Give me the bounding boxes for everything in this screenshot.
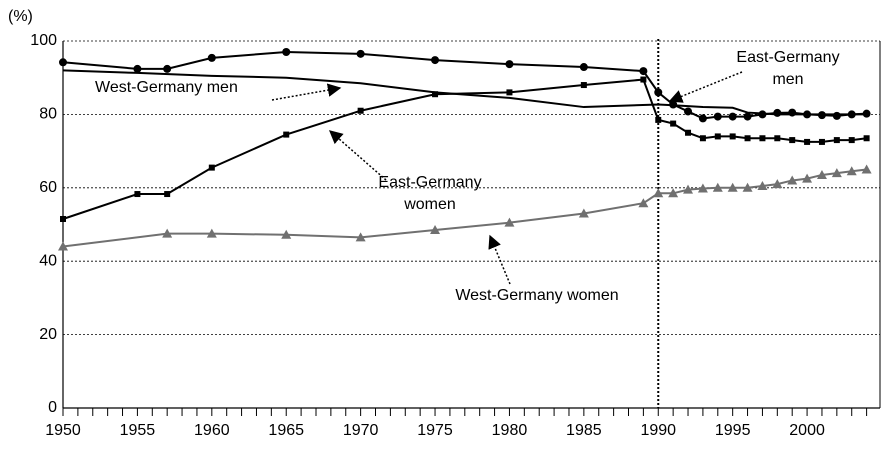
point: [714, 133, 721, 140]
annotation-arrow: [488, 234, 511, 285]
point: [833, 137, 840, 144]
point: [846, 166, 857, 176]
point: [281, 229, 292, 239]
point: [282, 48, 291, 57]
point: [757, 180, 768, 190]
x-tick-label: 2000: [789, 422, 825, 439]
point: [727, 182, 738, 192]
point: [713, 112, 722, 121]
point: [699, 135, 706, 142]
point: [804, 138, 811, 145]
x-tick-label: 1965: [268, 422, 304, 439]
point: [670, 120, 677, 127]
annotation: men: [772, 71, 803, 88]
point: [697, 183, 708, 193]
point: [206, 228, 217, 238]
point: [684, 107, 693, 116]
point: [207, 53, 216, 62]
x-tick-label: 1980: [492, 422, 528, 439]
point: [831, 168, 842, 178]
point: [640, 76, 647, 83]
point: [134, 191, 141, 198]
point: [431, 56, 440, 65]
x-tick-label: 1990: [640, 422, 676, 439]
point: [698, 114, 707, 123]
point: [506, 89, 513, 96]
point: [638, 198, 649, 208]
point: [774, 135, 781, 142]
point: [654, 88, 663, 97]
point: [818, 138, 825, 145]
annotation: East-Germany: [736, 49, 839, 66]
y-tick-label: 20: [39, 326, 57, 343]
point: [759, 135, 766, 142]
x-tick-label: 1975: [417, 422, 453, 439]
x-tick-label: 1955: [120, 422, 156, 439]
point: [133, 64, 142, 73]
point: [712, 182, 723, 192]
point: [832, 111, 841, 120]
x-tick-label: 1950: [45, 422, 81, 439]
point: [58, 241, 68, 251]
y-tick-label: 100: [30, 32, 57, 49]
annotation: East-Germany: [378, 174, 481, 191]
point: [164, 191, 171, 198]
point: [816, 169, 827, 179]
x-tick-label: 1960: [194, 422, 230, 439]
point: [357, 107, 364, 114]
point: [848, 137, 855, 144]
series-line: [62, 69, 867, 116]
point: [861, 164, 872, 174]
point: [578, 208, 589, 218]
point: [162, 228, 173, 238]
point: [683, 184, 694, 194]
x-tick-label: 1995: [715, 422, 751, 439]
point: [432, 91, 439, 98]
x-tick-label: 1985: [566, 422, 602, 439]
point: [59, 58, 67, 67]
point: [504, 217, 515, 227]
y-tick-label: 40: [39, 252, 57, 269]
point: [639, 67, 648, 76]
point: [580, 82, 587, 89]
point: [163, 64, 172, 73]
point: [742, 182, 753, 192]
point: [729, 133, 736, 140]
annotation: West-Germany men: [95, 79, 238, 96]
annotation: West-Germany women: [455, 287, 618, 304]
point: [863, 135, 870, 142]
y-axis-label: (%): [8, 8, 33, 25]
point: [356, 49, 365, 58]
y-tick-label: 0: [48, 399, 57, 416]
y-tick-label: 60: [39, 179, 57, 196]
point: [283, 131, 290, 138]
point: [655, 116, 662, 123]
point: [685, 129, 692, 136]
point: [772, 179, 783, 189]
x-tick-label: 1970: [343, 422, 379, 439]
point: [787, 175, 798, 185]
annotation-arrow: [668, 71, 743, 103]
point: [743, 112, 752, 121]
series-line: [62, 78, 867, 220]
point: [744, 135, 751, 142]
point: [653, 188, 664, 198]
point: [505, 60, 514, 69]
point: [773, 108, 782, 117]
point: [789, 137, 796, 144]
point: [802, 173, 813, 183]
annotation-arrow: [328, 130, 387, 181]
point: [668, 188, 679, 198]
series-line: [62, 168, 867, 248]
annotation: women: [403, 196, 456, 213]
point: [430, 225, 441, 235]
point: [208, 164, 215, 171]
y-tick-label: 80: [39, 106, 57, 123]
annotation-arrow: [271, 83, 342, 101]
point: [728, 112, 737, 121]
point: [355, 232, 366, 242]
point: [60, 215, 66, 222]
point: [579, 63, 588, 72]
